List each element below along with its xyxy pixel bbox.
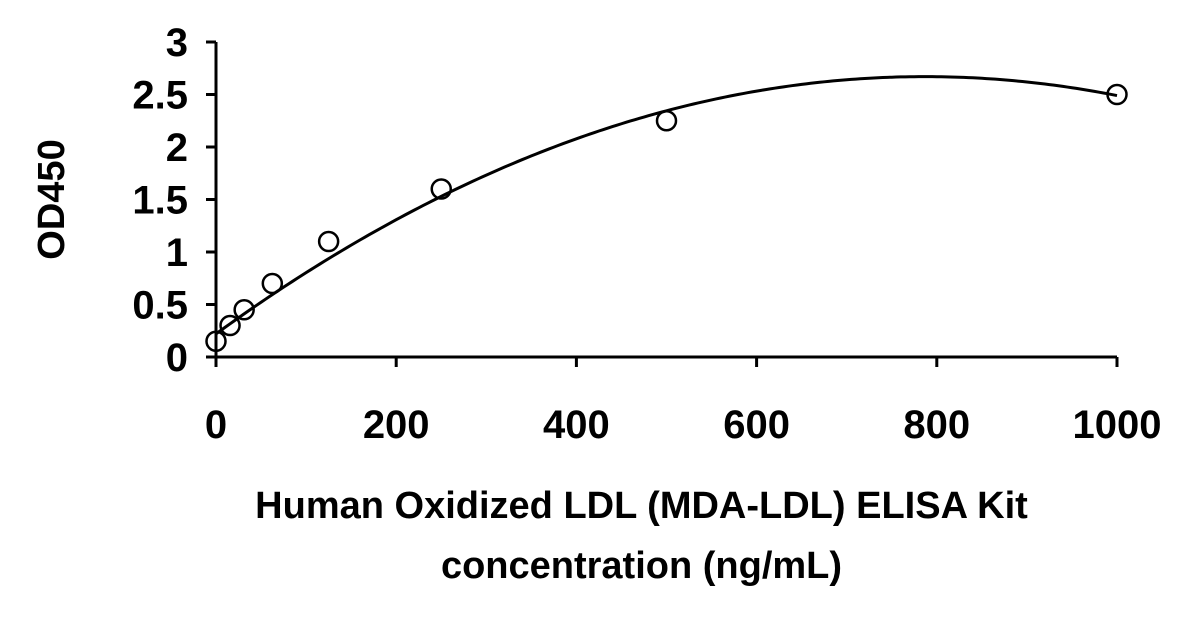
y-tick-label: 0.5 [132,284,188,328]
x-tick-label: 600 [723,403,790,447]
x-axis-title-line-1: Human Oxidized LDL (MDA-LDL) ELISA Kit [255,485,1028,527]
x-tick-label: 1000 [1073,403,1162,447]
data-point [205,330,227,352]
data-point [219,314,241,337]
data-points [205,83,1128,352]
x-ticks: 0 200 400 600 800 1000 [205,357,1162,447]
x-tick-label: 0 [205,403,227,447]
data-point [261,272,284,295]
x-tick-label: 400 [543,403,610,447]
y-tick-label: 0 [166,336,188,380]
y-axis-title: OD450 [31,139,73,259]
trendline [215,75,1118,336]
y-tick-label: 2.5 [132,74,188,118]
y-ticks: 0 0.5 1 1.5 2 2.5 3 [132,21,216,380]
data-point [430,178,452,200]
y-tick-label: 2 [166,126,188,170]
y-tick-label: 1.5 [132,179,188,223]
x-tick-label: 200 [363,403,430,447]
data-point [317,230,340,253]
data-point [1106,83,1128,106]
axes [214,42,1117,359]
data-point [655,110,678,132]
x-tick-label: 800 [903,403,970,447]
x-axis-title-line-2: concentration (ng/mL) [441,545,842,587]
y-tick-label: 1 [166,231,188,275]
data-point [233,299,255,321]
y-tick-label: 3 [166,21,188,65]
